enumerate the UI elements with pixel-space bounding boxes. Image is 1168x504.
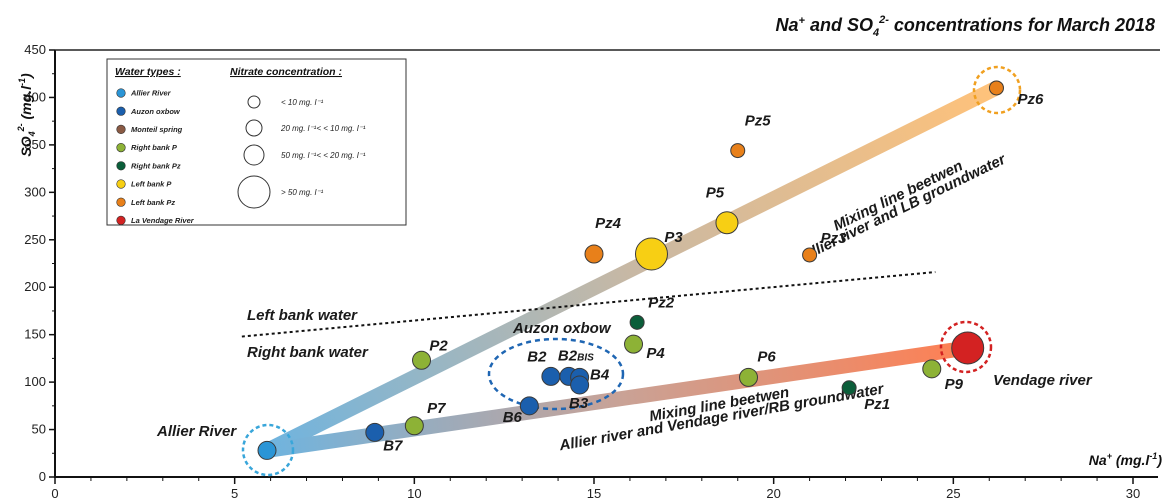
allier-river-outline [241, 423, 295, 477]
legend-water-types-title: Water types : [115, 66, 181, 78]
y-tick-label: 250 [24, 232, 46, 247]
legend-label-auzon-oxbow: Auzon oxbow [130, 107, 181, 116]
y-tick-label: 0 [39, 469, 46, 484]
point-label-p2: P2 [429, 337, 448, 354]
legend-label-la-vendage-river: La Vendage River [131, 216, 195, 225]
point-b7 [365, 422, 385, 442]
point-label-p6: P6 [757, 348, 776, 365]
y-tick-label: 100 [24, 374, 46, 389]
x-axis-label: Na+ (mg.l-1) [1089, 451, 1163, 468]
legend-swatch-allier-river [116, 88, 126, 98]
legend-label-right-bank-p: Right bank P [131, 143, 178, 152]
point-label-pz6: Pz6 [1018, 91, 1045, 108]
y-tick-label: 150 [24, 327, 46, 342]
x-tick-label: 20 [766, 486, 780, 501]
point-pz5 [730, 143, 746, 159]
allier-river-annotation: Allier River [156, 423, 237, 440]
legend: Water types : Nitrate concentration : Al… [106, 58, 407, 226]
legend-label-left-bank-p: Left bank P [131, 180, 172, 189]
legend-label-right-bank-pz: Right bank Pz [131, 161, 181, 170]
legend-nitrate-circle-3 [243, 144, 265, 166]
point-pz2 [629, 314, 645, 330]
mixing-line-1 [259, 80, 1004, 458]
point-pz3 [802, 247, 818, 263]
point-p3 [634, 237, 668, 271]
legend-nitrate-label-1: < 10 mg. l⁻¹ [281, 98, 324, 107]
legend-label-left-bank-pz: Left bank Pz [131, 198, 175, 207]
point-label-pz3: Pz3 [821, 230, 848, 247]
legend-swatch-left-bank-pz [116, 197, 126, 207]
point-label-b4: B4 [590, 366, 610, 383]
y-tick-label: 350 [24, 137, 46, 152]
point-allier-river [257, 440, 277, 460]
legend-swatch-right-bank-p [116, 143, 126, 153]
point-p5 [715, 211, 739, 235]
chart-title: Na+ and SO42- concentrations for March 2… [776, 14, 1155, 39]
point-label-p4: P4 [646, 345, 665, 362]
left-bank-water-label: Left bank water [247, 307, 358, 324]
point-b6 [519, 396, 539, 416]
legend-swatch-monteil-spring [116, 124, 126, 134]
point-label-b2: B2 [527, 348, 547, 365]
point-label-p3: P3 [664, 229, 683, 246]
point-pz1 [841, 380, 857, 396]
legend-label-allier-river: Allier River [130, 89, 172, 98]
legend-nitrate-label-3: 50 mg. l⁻¹< < 20 mg. l⁻¹ [281, 151, 366, 160]
legend-nitrate-label-4: > 50 mg. l⁻¹ [281, 188, 324, 197]
point-label-p7: P7 [427, 400, 446, 417]
y-tick-label: 300 [24, 184, 46, 199]
auzon-oxbow-outline [487, 337, 625, 411]
x-tick-label: 10 [407, 486, 421, 501]
point-p4 [624, 334, 644, 354]
legend-nitrate-circle-1 [247, 95, 261, 109]
point-label-p5: P5 [706, 185, 725, 202]
y-tick-label: 50 [32, 422, 46, 437]
legend-swatch-right-bank-pz [116, 161, 126, 171]
point-label-b6: B6 [503, 409, 523, 426]
point-label-pz4: Pz4 [595, 215, 622, 232]
point-label-pz5: Pz5 [745, 113, 772, 130]
point-la-vendage-river [951, 331, 985, 365]
vendage-river-annotation: Vendage river [993, 372, 1093, 389]
point-pz4 [584, 244, 604, 264]
legend-nitrate-title: Nitrate concentration : [230, 66, 342, 78]
y-tick-label: 200 [24, 279, 46, 294]
legend-swatch-la-vendage-river [116, 215, 126, 225]
legend-swatch-left-bank-p [116, 179, 126, 189]
point-label-p9: P9 [945, 376, 964, 393]
point-p2 [412, 350, 432, 370]
point-label-pz1: Pz1 [864, 396, 890, 413]
right-bank-water-label: Right bank water [247, 344, 369, 361]
legend-swatch-auzon-oxbow [116, 106, 126, 116]
point-label-pz2: Pz2 [648, 294, 675, 311]
y-tick-label: 400 [24, 89, 46, 104]
point-p6 [739, 367, 759, 387]
point-p9 [922, 359, 942, 379]
point-b3 [570, 375, 590, 395]
point-label-b3: B3 [569, 395, 589, 412]
point-pz6 [988, 80, 1004, 96]
x-tick-label: 15 [587, 486, 601, 501]
x-tick-label: 30 [1126, 486, 1140, 501]
legend-nitrate-label-2: 20 mg. l⁻¹< < 10 mg. l⁻¹ [280, 124, 366, 133]
point-b2 [541, 366, 561, 386]
x-tick-label: 5 [231, 486, 238, 501]
y-tick-label: 450 [24, 42, 46, 57]
legend-nitrate-circle-4 [237, 175, 271, 209]
x-tick-label: 25 [946, 486, 960, 501]
pz6-outline [972, 65, 1022, 115]
x-tick-label: 0 [51, 486, 58, 501]
y-axis-label: SO42- (mg.l-1) [16, 73, 37, 157]
legend-nitrate-circle-2 [245, 119, 263, 137]
vendage-river-outline [939, 320, 993, 374]
point-label-b2bis: B2BIS [558, 347, 594, 364]
auzon-oxbow-annotation: Auzon oxbow [512, 320, 612, 337]
bank-separator-line [241, 271, 936, 338]
point-p7 [404, 416, 424, 436]
point-label-b7: B7 [383, 437, 403, 454]
legend-label-monteil-spring: Monteil spring [131, 125, 183, 134]
